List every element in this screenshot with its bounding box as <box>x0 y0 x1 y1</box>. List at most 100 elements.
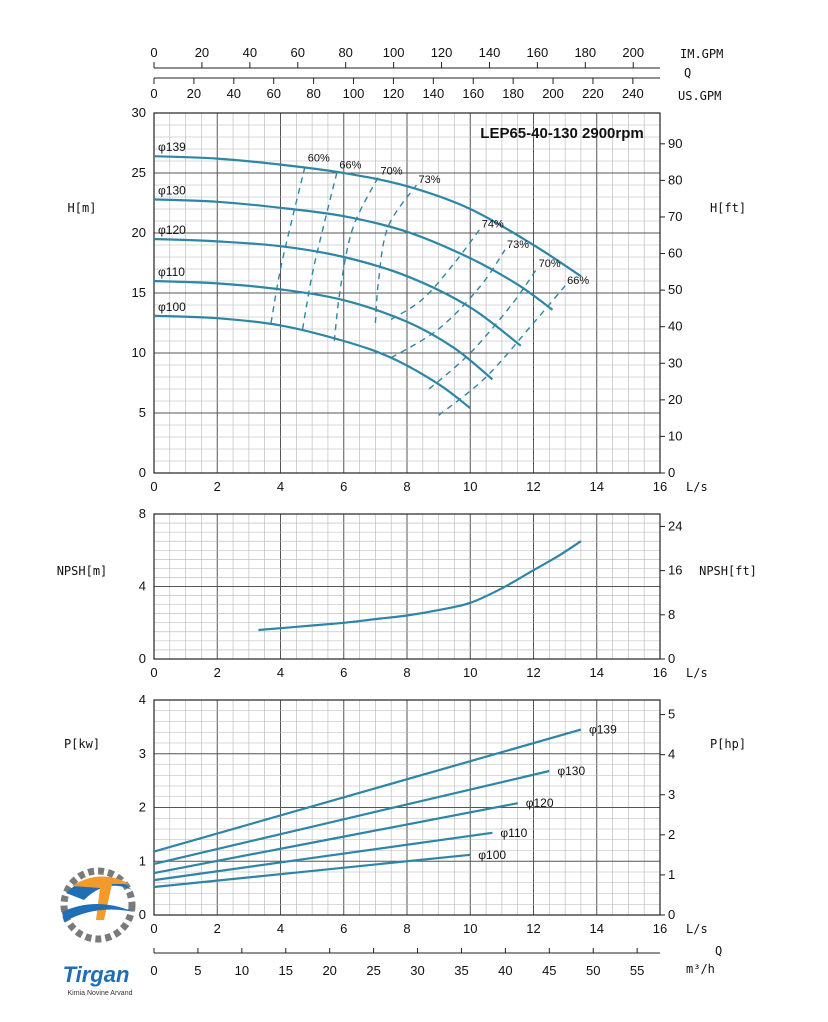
head-ylabel: H[m] <box>68 201 97 215</box>
logo-wave2-icon <box>62 904 134 922</box>
text-layer: 0 2 4 6 8 10 12 14 16 L/s051015202530010203040506… <box>57 45 757 978</box>
head-series-label: φ100 <box>158 300 186 314</box>
npsh-xtick-label: 2 <box>214 665 221 680</box>
head-series-line <box>153 237 522 347</box>
top-axis-imgpm-tick-label: 0 <box>150 45 157 60</box>
efficiency-label: 60% <box>308 152 330 164</box>
power-xtick-label: 2 <box>214 921 221 936</box>
head-series-label: φ120 <box>158 223 186 237</box>
bottom-axis-m3h-tick-label: 40 <box>498 963 512 978</box>
head-xtick-label: 4 <box>277 479 284 494</box>
power-xtick-label: 10 <box>463 921 477 936</box>
npsh-xtick-label: 14 <box>590 665 604 680</box>
efficiency-label: 70% <box>539 258 561 270</box>
bottom-axis-q-label: Q <box>715 944 722 958</box>
top-axis-imgpm-tick-label: 200 <box>622 45 644 60</box>
logo-gear-icon <box>60 867 136 943</box>
npsh-ytick-label: 0 <box>139 651 146 666</box>
efficiency-line <box>301 170 339 330</box>
head-right-tick-label: 10 <box>668 428 682 443</box>
power-ytick-label: 1 <box>139 853 146 868</box>
logo-subtitle: Kimia Novine Arvand <box>68 990 133 997</box>
top-axis-usgpm-tick-label: 80 <box>306 86 320 101</box>
power-series-line <box>153 853 471 889</box>
npsh-xtick-label: 8 <box>403 665 410 680</box>
efficiency-label: 66% <box>567 275 589 287</box>
power-frame <box>153 699 661 916</box>
top-axis-usgpm-tick-label: 200 <box>542 86 564 101</box>
bottom-axis-m3h-tick-label: 30 <box>410 963 424 978</box>
bottom-axis-m3h-tick-label: 55 <box>630 963 644 978</box>
power-xtick-label: 8 <box>403 921 410 936</box>
power-series-label: φ139 <box>589 723 617 737</box>
npsh-ylabel-right: NPSH[ft] <box>699 564 757 578</box>
head-xtick-label: 8 <box>403 479 410 494</box>
head-series-label: φ139 <box>158 140 186 154</box>
power-xtick-label: 12 <box>526 921 540 936</box>
npsh-right-tick-label: 24 <box>668 518 682 533</box>
power-right-tick-label: 1 <box>668 867 675 882</box>
chart-title: LEP65-40-130 2900rpm <box>480 125 643 142</box>
npsh-ytick-label: 8 <box>139 506 146 521</box>
head-series-label: φ130 <box>158 183 186 197</box>
power-right-tick-label: 2 <box>668 827 675 842</box>
npsh-xtick-label: 4 <box>277 665 284 680</box>
npsh-xtick-label: 16 <box>653 665 667 680</box>
efficiency-label: 66% <box>339 160 361 172</box>
power-series-line <box>153 769 550 865</box>
efficiency-line <box>333 176 380 342</box>
head-right-tick-label: 40 <box>668 319 682 334</box>
head-ylabel-right: H[ft] <box>710 201 746 215</box>
head-xtick-label: 10 <box>463 479 477 494</box>
head-xtick-label: 12 <box>526 479 540 494</box>
top-axis-usgpm-label: US.GPM <box>678 89 721 103</box>
top-axis-imgpm-tick-label: 60 <box>291 45 305 60</box>
tirgan-logo: Tirgan Kimia Novine Arvand <box>60 867 136 997</box>
logo-name: Tirgan <box>63 962 130 987</box>
head-series-line <box>153 314 471 410</box>
top-axis-q-label: Q <box>684 66 691 80</box>
npsh-ylabel: NPSH[m] <box>57 564 108 578</box>
power-right-tick-label: 5 <box>668 707 675 722</box>
logo-wave-orange-icon <box>72 876 130 920</box>
grid-layer <box>153 62 665 954</box>
top-axis-usgpm-tick-label: 60 <box>266 86 280 101</box>
bottom-axis-m3h-label: m³/h <box>686 962 715 976</box>
power-right-tick-label: 3 <box>668 787 675 802</box>
top-axis-usgpm-tick-label: 20 <box>187 86 201 101</box>
head-ytick-label: 25 <box>132 165 146 180</box>
head-right-tick-label: 20 <box>668 392 682 407</box>
top-axis-imgpm-tick-label: 140 <box>479 45 501 60</box>
power-series-label: φ110 <box>500 826 527 840</box>
head-xtick-label: 2 <box>214 479 221 494</box>
top-axis-imgpm-label: IM.GPM <box>680 47 723 61</box>
npsh-series-line <box>258 540 582 632</box>
top-axis-imgpm-tick-label: 100 <box>383 45 405 60</box>
power-series-label: φ100 <box>478 848 506 862</box>
bottom-axis-m3h-tick-label: 45 <box>542 963 556 978</box>
npsh-right-tick-label: 0 <box>668 651 675 666</box>
power-xtick-label: 0 <box>150 921 157 936</box>
head-series-line <box>153 155 582 278</box>
npsh-xtick-label: 12 <box>526 665 540 680</box>
head-series-label: φ110 <box>158 265 185 279</box>
efficiency-label: 73% <box>418 174 440 186</box>
efficiency-line <box>270 163 307 324</box>
power-ytick-label: 3 <box>139 746 146 761</box>
head-right-tick-label: 70 <box>668 209 682 224</box>
head-frame <box>153 112 661 474</box>
power-ylabel-right: P[hp] <box>710 737 746 751</box>
power-ylabel: P[kw] <box>64 737 100 751</box>
efficiency-line <box>390 228 481 320</box>
power-series-line <box>153 831 493 882</box>
head-series-line <box>153 279 494 381</box>
power-xtick-label: 14 <box>590 921 604 936</box>
power-xtick-label: 16 <box>653 921 667 936</box>
power-ytick-label: 4 <box>139 692 146 707</box>
head-xaxis-label: L/s <box>686 480 708 494</box>
power-right-tick-label: 4 <box>668 747 675 762</box>
power-ytick-label: 0 <box>139 907 146 922</box>
head-right-tick-label: 30 <box>668 355 682 370</box>
head-ytick-label: 30 <box>132 105 146 120</box>
